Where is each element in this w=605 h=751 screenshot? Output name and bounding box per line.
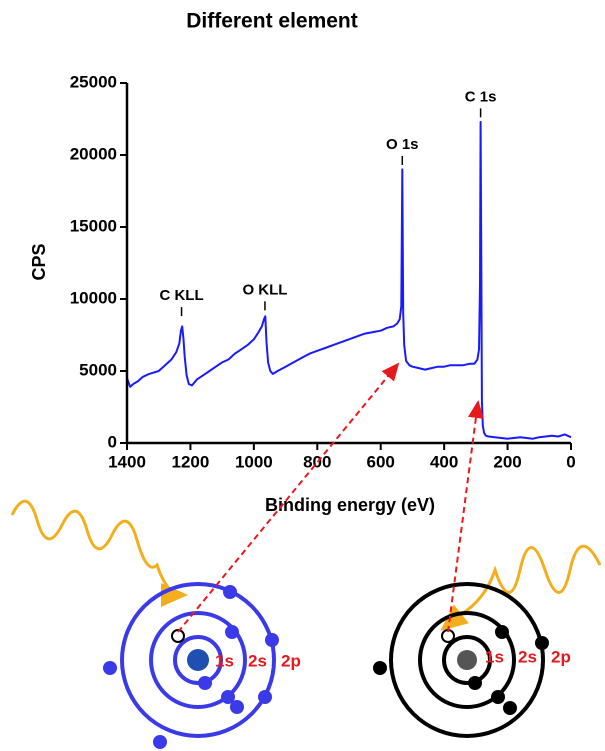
atom-right — [389, 582, 545, 738]
x-tick-label: 1400 — [108, 452, 146, 471]
photon-wave — [10, 499, 188, 607]
peak-label: O 1s — [386, 136, 419, 153]
peak-label: C 1s — [465, 88, 497, 105]
chart-title: Different element — [186, 10, 358, 33]
plot: 0 5000 10000 15000 20000 25000 1400 1200 1000 800… — [70, 72, 576, 471]
atom-left — [120, 582, 276, 738]
orbital-label: 2p — [551, 647, 571, 666]
x-tick-label: 400 — [430, 452, 458, 471]
core-hole — [171, 629, 185, 643]
x-tick-label: 0 — [566, 452, 575, 471]
orbital-label: 2s — [518, 647, 537, 666]
y-tick-label: 5000 — [79, 360, 117, 379]
orbital-label: 2p — [281, 651, 301, 670]
orbital-label: 1s — [215, 651, 234, 670]
arrow — [177, 362, 400, 633]
nucleus — [457, 650, 477, 670]
orbital-label: 2s — [248, 651, 267, 670]
y-tick-label: 10000 — [70, 288, 117, 307]
x-tick-label: 200 — [493, 452, 521, 471]
y-tick-label: 20000 — [70, 144, 117, 163]
x-tick-label: 800 — [303, 452, 331, 471]
y-axis-label: CPS — [29, 243, 49, 280]
arrow — [447, 400, 484, 633]
x-tick-label: 1000 — [235, 452, 273, 471]
y-tick-label: 0 — [108, 432, 117, 451]
peak-label: C KLL — [159, 287, 203, 304]
electrons-left — [103, 585, 279, 749]
electrons-right — [373, 625, 549, 715]
spectrum-line — [126, 120, 572, 440]
x-tick-label: 600 — [367, 452, 395, 471]
y-tick-label: 25000 — [70, 72, 117, 91]
y-tick-label: 15000 — [70, 216, 117, 235]
peak-label: O KLL — [242, 281, 287, 298]
x-tick-label: 1200 — [172, 452, 210, 471]
x-axis-label: Binding energy (eV) — [265, 495, 435, 515]
orbital-label: 1s — [485, 647, 504, 666]
nucleus — [187, 649, 209, 671]
